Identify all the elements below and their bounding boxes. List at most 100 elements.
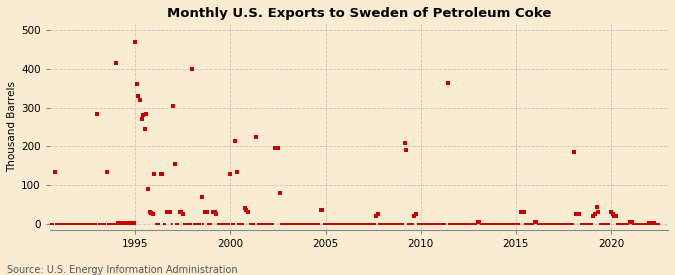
Point bbox=[70, 222, 80, 226]
Point bbox=[119, 221, 130, 226]
Point bbox=[385, 222, 396, 226]
Point bbox=[444, 222, 455, 226]
Point bbox=[45, 222, 55, 226]
Point bbox=[136, 117, 147, 122]
Point bbox=[439, 222, 450, 226]
Point bbox=[133, 94, 144, 98]
Point bbox=[597, 222, 608, 226]
Point bbox=[361, 222, 372, 226]
Point bbox=[308, 222, 319, 226]
Point bbox=[529, 220, 540, 224]
Point bbox=[167, 222, 178, 226]
Point bbox=[279, 222, 290, 226]
Point bbox=[607, 212, 618, 216]
Point bbox=[425, 222, 435, 226]
Point bbox=[62, 222, 73, 226]
Point bbox=[292, 222, 302, 226]
Point bbox=[181, 222, 192, 226]
Point bbox=[526, 222, 537, 226]
Point bbox=[236, 222, 247, 226]
Point bbox=[122, 221, 133, 226]
Point bbox=[420, 222, 431, 226]
Point bbox=[298, 222, 308, 226]
Point bbox=[387, 222, 398, 226]
Point bbox=[327, 222, 338, 226]
Point bbox=[120, 221, 131, 226]
Point bbox=[534, 222, 545, 226]
Point bbox=[423, 222, 434, 226]
Point bbox=[622, 222, 632, 226]
Point bbox=[184, 222, 194, 226]
Point bbox=[617, 222, 628, 226]
Point bbox=[475, 222, 486, 226]
Point bbox=[477, 222, 488, 226]
Point bbox=[570, 212, 581, 216]
Point bbox=[580, 222, 591, 226]
Point bbox=[227, 222, 238, 226]
Point bbox=[147, 212, 158, 216]
Point bbox=[228, 222, 239, 226]
Point bbox=[259, 222, 269, 226]
Point bbox=[556, 222, 567, 226]
Point bbox=[410, 212, 421, 216]
Point bbox=[65, 222, 76, 226]
Point bbox=[577, 222, 588, 226]
Point bbox=[380, 222, 391, 226]
Point bbox=[502, 222, 513, 226]
Point bbox=[523, 222, 534, 226]
Point bbox=[242, 210, 253, 214]
Point bbox=[130, 40, 141, 44]
Point bbox=[171, 222, 182, 226]
Point bbox=[157, 171, 168, 176]
Point bbox=[322, 222, 333, 226]
Point bbox=[382, 222, 393, 226]
Point bbox=[558, 222, 569, 226]
Point bbox=[68, 222, 79, 226]
Point bbox=[454, 222, 464, 226]
Point bbox=[474, 220, 485, 224]
Point bbox=[179, 222, 190, 226]
Point bbox=[615, 222, 626, 226]
Point bbox=[531, 220, 542, 224]
Point bbox=[320, 222, 331, 226]
Point bbox=[564, 222, 575, 226]
Point bbox=[653, 222, 664, 226]
Point bbox=[262, 222, 273, 226]
Point bbox=[141, 111, 152, 116]
Point bbox=[450, 222, 461, 226]
Point bbox=[265, 222, 275, 226]
Point bbox=[105, 222, 115, 226]
Point bbox=[560, 222, 570, 226]
Point bbox=[300, 222, 310, 226]
Point bbox=[512, 222, 522, 226]
Point bbox=[393, 222, 404, 226]
Point bbox=[509, 222, 520, 226]
Point bbox=[252, 222, 263, 226]
Point bbox=[209, 210, 220, 214]
Point bbox=[496, 222, 507, 226]
Point bbox=[576, 222, 587, 226]
Point bbox=[614, 222, 624, 226]
Point bbox=[542, 222, 553, 226]
Point bbox=[38, 222, 49, 226]
Point bbox=[331, 222, 342, 226]
Point bbox=[572, 212, 583, 216]
Point bbox=[555, 222, 566, 226]
Point bbox=[206, 222, 217, 226]
Point bbox=[277, 222, 288, 226]
Point bbox=[417, 222, 428, 226]
Point bbox=[36, 222, 47, 226]
Point bbox=[178, 212, 188, 216]
Point bbox=[471, 222, 482, 226]
Point bbox=[290, 222, 301, 226]
Point bbox=[76, 222, 87, 226]
Point bbox=[431, 222, 442, 226]
Point bbox=[260, 222, 271, 226]
Point bbox=[506, 222, 516, 226]
Point bbox=[551, 222, 562, 226]
Point bbox=[323, 222, 334, 226]
Point bbox=[325, 222, 335, 226]
Point bbox=[95, 222, 106, 226]
Point bbox=[263, 222, 274, 226]
Point bbox=[346, 222, 356, 226]
